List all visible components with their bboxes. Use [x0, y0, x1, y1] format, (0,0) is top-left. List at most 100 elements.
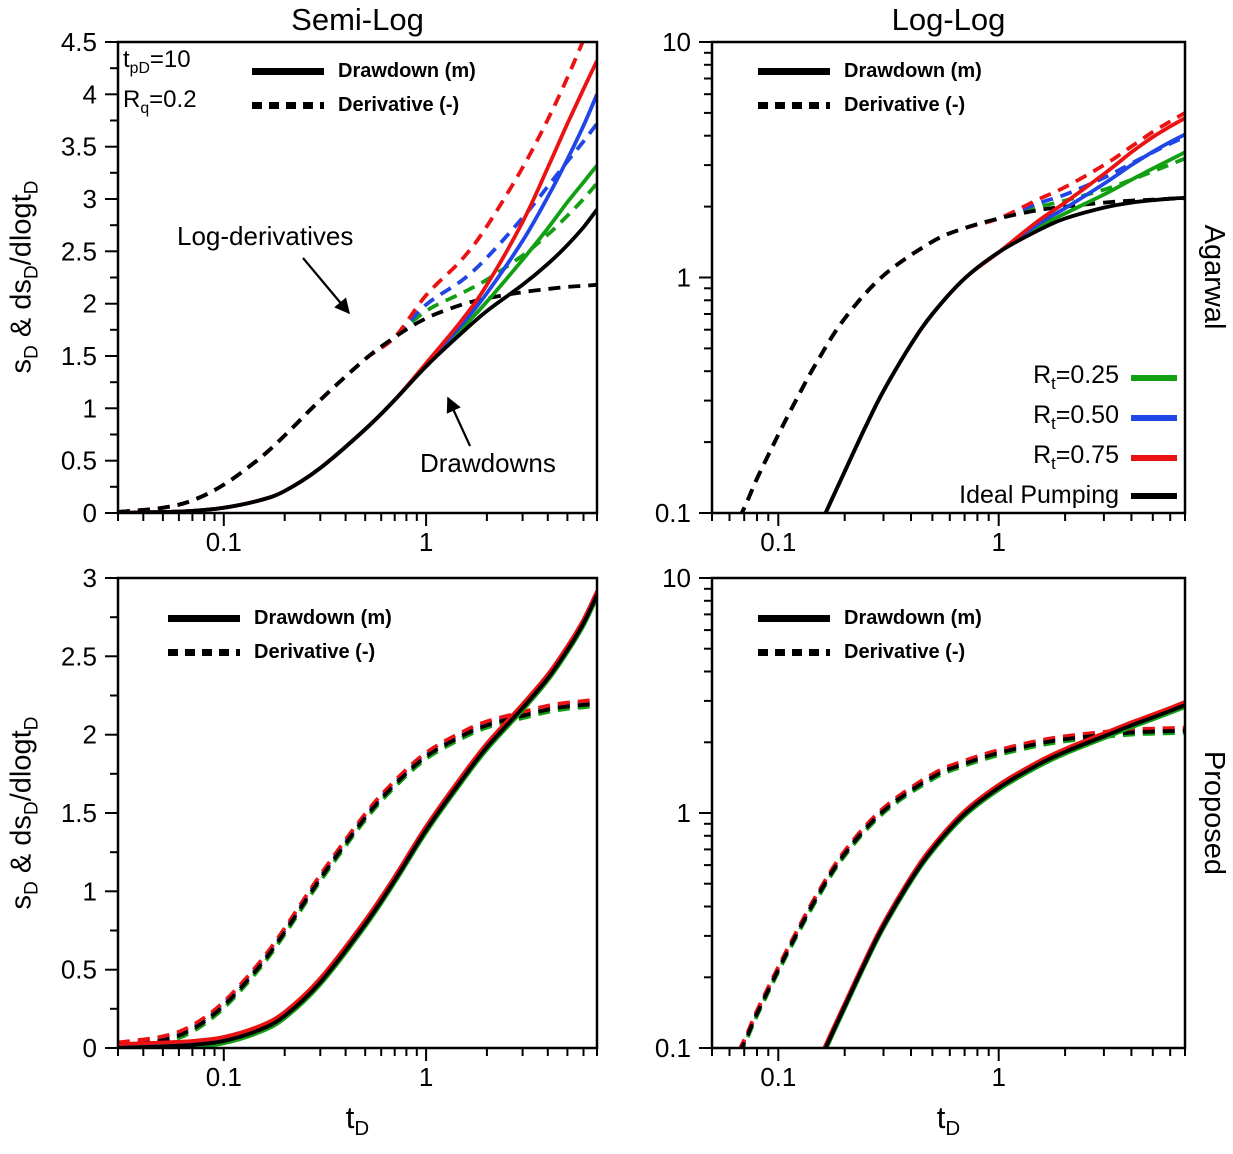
y-tick-label: 0.5: [61, 955, 97, 985]
curve-drawdown-ideal: [118, 208, 597, 513]
legend-drawdown-label: Drawdown (m): [254, 607, 392, 629]
y-tick-label: 0.1: [655, 1033, 691, 1063]
solid-line-sample: [758, 68, 830, 75]
legend-derivative-label: Derivative (-): [338, 94, 460, 116]
y-axis-label-top: sD & dsD/dlogtD: [5, 180, 43, 374]
y-tick-label: 1: [83, 393, 97, 423]
x-tick-label: 1: [419, 1062, 433, 1092]
row-label-proposed: Proposed: [1198, 750, 1230, 876]
dashed-line-sample: [168, 649, 240, 656]
y-tick-label: 1: [677, 798, 691, 828]
legend-rt075-label: Rt=0.75: [1033, 441, 1119, 473]
curve-derivative-rt075: [737, 725, 1185, 1048]
y-tick-label: 2.5: [61, 641, 97, 671]
legend-drawdown-label: Drawdown (m): [844, 607, 982, 629]
blue-line-swatch: [1131, 414, 1177, 421]
curve-drawdown-rt075: [118, 59, 597, 513]
legend-row-derivative: Derivative (-): [252, 94, 476, 117]
solid-line-sample: [758, 615, 830, 622]
curve-drawdown-rt050: [822, 701, 1185, 1048]
y-tick-label: 1: [83, 876, 97, 906]
curve-derivative-rt050: [118, 122, 597, 513]
curves-semilog-agarwal: [118, 42, 597, 513]
legend-row-drawdown: Drawdown (m): [758, 607, 982, 630]
legend-row-derivative: Derivative (-): [758, 94, 982, 117]
curve-drawdown-ideal: [823, 703, 1185, 1048]
y-tick-label: 1.5: [61, 798, 97, 828]
legend-item-rt050: Rt=0.50: [1033, 401, 1177, 434]
y-tick-label: 0.5: [61, 446, 97, 476]
legend-drawdown-label: Drawdown (m): [844, 60, 982, 82]
note-rq: Rq=0.2: [123, 85, 197, 117]
curve-derivative-ideal: [739, 728, 1185, 1048]
x-tick-label: 0.1: [760, 1062, 796, 1092]
y-axis-label-bottom: sD & dsD/dlogtD: [5, 716, 43, 910]
legend-item-ideal-pumping: Ideal Pumping: [959, 481, 1177, 510]
x-tick-label: 1: [419, 527, 433, 557]
x-tick-label: 1: [991, 1062, 1005, 1092]
row-label-agarwal: Agarwal: [1198, 224, 1230, 330]
legend-derivative-label: Derivative (-): [254, 641, 376, 663]
dashed-line-sample: [252, 102, 324, 109]
x-tick-label: 0.1: [206, 1062, 242, 1092]
y-tick-label: 0.1: [655, 498, 691, 528]
green-line-swatch: [1131, 374, 1177, 381]
curve-drawdown-rt075: [822, 700, 1185, 1048]
legend-row-drawdown: Drawdown (m): [168, 607, 392, 630]
y-tick-label: 3: [83, 184, 97, 214]
y-tick-label: 3: [83, 563, 97, 593]
dashed-line-sample: [758, 649, 830, 656]
y-tick-label: 10: [662, 563, 691, 593]
legend-rt050-label: Rt=0.50: [1033, 401, 1119, 433]
curve-derivative-rt025: [118, 182, 597, 513]
legend-row-drawdown: Drawdown (m): [758, 60, 982, 83]
x-tick-label: 1: [991, 527, 1005, 557]
solid-line-sample: [252, 68, 324, 75]
curves-loglog-agarwal: [739, 111, 1185, 513]
legend-loglog-proposed: Drawdown (m) Derivative (-): [758, 607, 982, 664]
legend-derivative-label: Derivative (-): [844, 641, 966, 663]
y-tick-label: 10: [662, 27, 691, 57]
y-tick-label: 3.5: [61, 132, 97, 162]
y-tick-label: 0: [83, 1033, 97, 1063]
curve-derivative-rt050: [738, 727, 1185, 1048]
curve-derivative-rt025: [740, 730, 1185, 1048]
y-tick-label: 1: [677, 263, 691, 293]
note-tpd: tpD=10: [123, 46, 191, 77]
dashed-line-sample: [758, 102, 830, 109]
panel-title-semilog: Semi-Log: [291, 2, 424, 37]
annotation-log-derivatives: Log-derivatives: [177, 221, 354, 251]
y-tick-label: 2: [83, 720, 97, 750]
curve-drawdown-rt025: [824, 705, 1185, 1048]
solid-line-sample: [168, 615, 240, 622]
panel-title-loglog: Log-Log: [891, 2, 1006, 37]
legend-row-derivative: Derivative (-): [758, 641, 982, 664]
legend-row-drawdown: Drawdown (m): [252, 60, 476, 83]
curve-derivative-ideal: [118, 282, 597, 513]
curves-loglog-proposed: [737, 700, 1185, 1048]
y-tick-label: 1.5: [61, 341, 97, 371]
panel-notes: tpD=10 Rq=0.2: [123, 44, 197, 124]
legend-derivative-label: Derivative (-): [844, 94, 966, 116]
black-line-swatch: [1131, 492, 1177, 499]
y-tick-label: 2.5: [61, 236, 97, 266]
x-tick-label: 0.1: [760, 527, 796, 557]
curves-semilog-proposed: [118, 590, 597, 1048]
annotation-arrow: [302, 257, 350, 315]
annotation-arrow: [446, 396, 471, 447]
legend-row-derivative: Derivative (-): [168, 641, 392, 664]
curve-drawdown-rt075: [118, 590, 597, 1046]
annotation-drawdowns: Drawdowns: [420, 448, 556, 478]
legend-item-rt025: Rt=0.25: [1033, 361, 1177, 394]
x-axis-label-left: tD: [345, 1100, 370, 1141]
legend-drawdown-label: Drawdown (m): [338, 60, 476, 82]
y-tick-label: 2: [83, 289, 97, 319]
legend-ideal-pumping-label: Ideal Pumping: [959, 481, 1119, 509]
x-tick-label: 0.1: [206, 527, 242, 557]
curve-derivative-rt025: [118, 703, 597, 1048]
red-line-swatch: [1131, 454, 1177, 461]
color-legend: Rt=0.25 Rt=0.50 Rt=0.75 Ideal Pumping: [959, 361, 1177, 510]
legend-loglog-agarwal: Drawdown (m) Derivative (-): [758, 60, 982, 117]
y-tick-label: 4.5: [61, 27, 97, 57]
